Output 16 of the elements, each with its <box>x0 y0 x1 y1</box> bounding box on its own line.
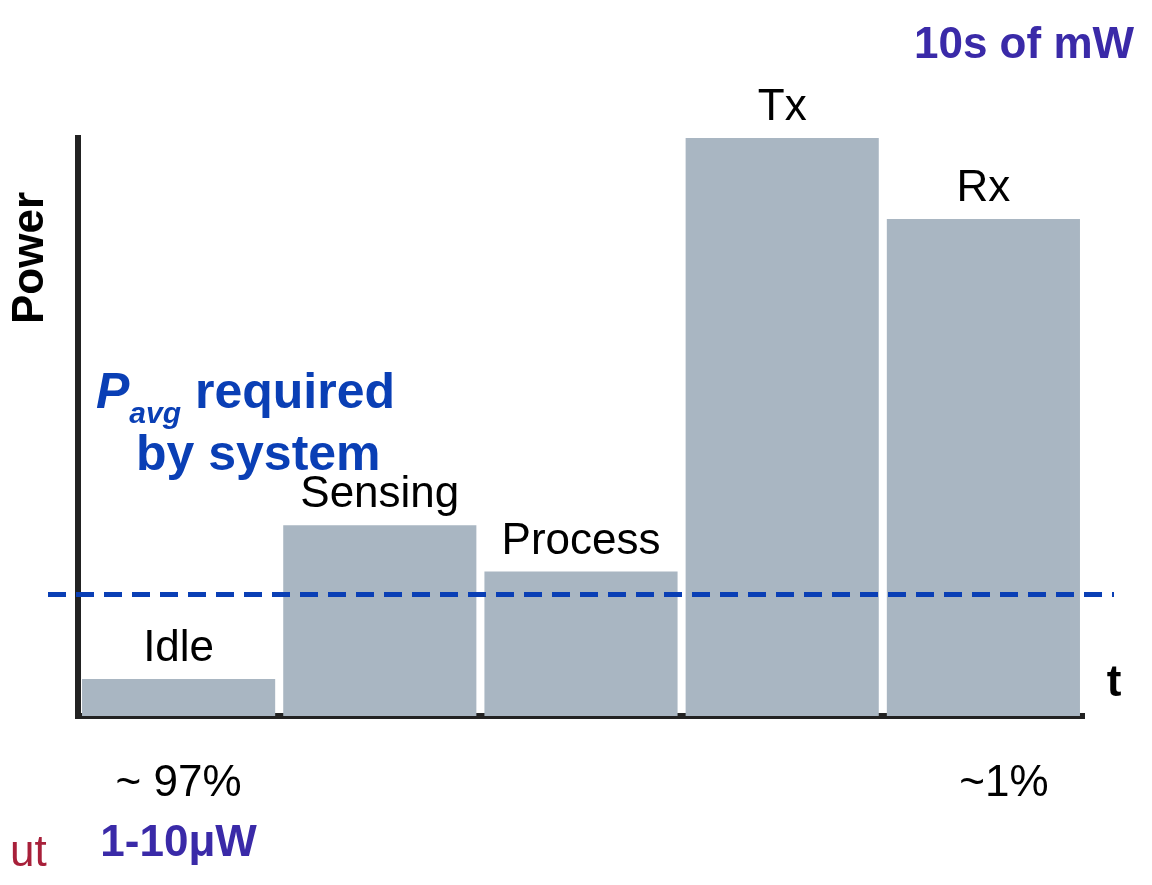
bar <box>283 525 477 716</box>
text: ~ 97% <box>115 756 242 805</box>
x-tick-label: Idle <box>143 621 215 671</box>
x-tick-label: Tx <box>757 80 807 129</box>
x-tick-label: Rx <box>956 160 1011 210</box>
x-tick-label: Process <box>501 513 661 563</box>
bar <box>484 571 678 716</box>
text: ~1% <box>959 756 1049 805</box>
x-axis-title: t <box>1106 656 1122 705</box>
bar <box>82 679 276 716</box>
bar <box>685 138 879 716</box>
text: 1-10μW <box>100 816 258 865</box>
bar <box>886 218 1080 716</box>
text: ut <box>10 826 47 875</box>
y-axis-title: Power <box>3 191 52 325</box>
text: 10s of mW <box>913 18 1135 67</box>
